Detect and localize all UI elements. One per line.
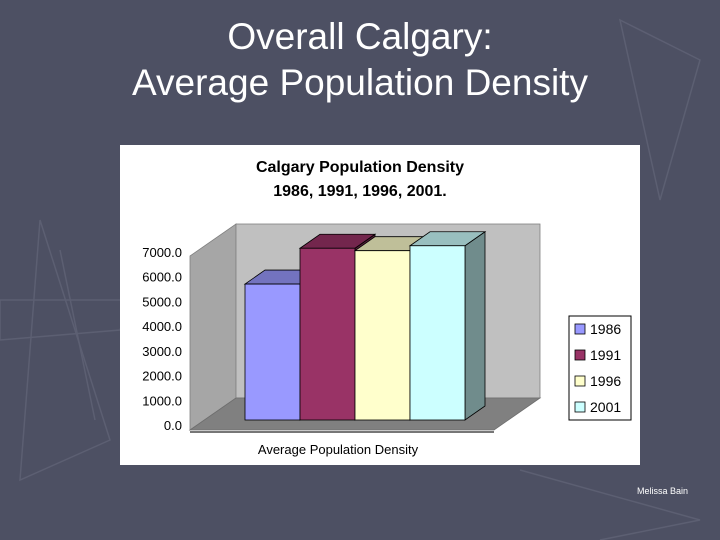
legend-item: 2001 [574,399,621,415]
bar-front [354,250,411,421]
legend-item: 1991 [574,347,621,363]
slide-title-line1: Overall Calgary: [227,16,493,57]
bar-side [464,230,486,421]
x-axis-label: Average Population Density [258,442,419,457]
slide-title-line2: Average Population Density [132,62,588,103]
y-tick-label: 5000.0 [142,294,182,309]
legend-item: 1986 [574,321,621,337]
author-credit: Melissa Bain [636,486,688,496]
legend: 1986 1991 1996 2001 [574,321,621,415]
bar-front [244,283,301,421]
y-axis-ticks: 0.0 1000.0 2000.0 3000.0 4000.0 5000.0 6000.0 7… [142,245,182,433]
legend-swatch [574,323,586,335]
bar-2001 [408,230,487,421]
slide-title: Overall Calgary: Average Population Dens… [0,14,720,106]
side-wall [189,223,237,431]
legend-label: 1986 [590,321,621,337]
chart-title-line2: 1986, 1991, 1996, 2001. [273,183,447,200]
bar-front [299,247,356,421]
y-tick-label: 6000.0 [142,270,182,285]
legend-swatch [574,375,586,387]
y-tick-label: 0.0 [164,418,182,433]
y-tick-label: 1000.0 [142,393,182,408]
legend-label: 1996 [590,373,621,389]
legend-swatch [574,401,586,413]
chart-title-line1: Calgary Population Density [256,159,464,176]
y-tick-label: 3000.0 [142,344,182,359]
legend-label: 1991 [590,347,621,363]
bar-front [409,245,466,421]
y-tick-label: 7000.0 [142,245,182,260]
legend-item: 1996 [574,373,621,389]
y-tick-label: 2000.0 [142,369,182,384]
bars [243,230,487,421]
y-tick-label: 4000.0 [142,319,182,334]
legend-swatch [574,349,586,361]
legend-label: 2001 [590,399,621,415]
